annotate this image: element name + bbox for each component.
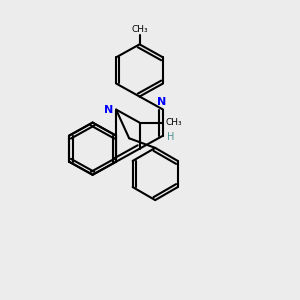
Text: CH₃: CH₃ bbox=[165, 118, 182, 127]
Text: N: N bbox=[104, 105, 113, 115]
Text: H: H bbox=[167, 132, 174, 142]
Text: N: N bbox=[157, 97, 167, 107]
Text: CH₃: CH₃ bbox=[131, 26, 148, 34]
